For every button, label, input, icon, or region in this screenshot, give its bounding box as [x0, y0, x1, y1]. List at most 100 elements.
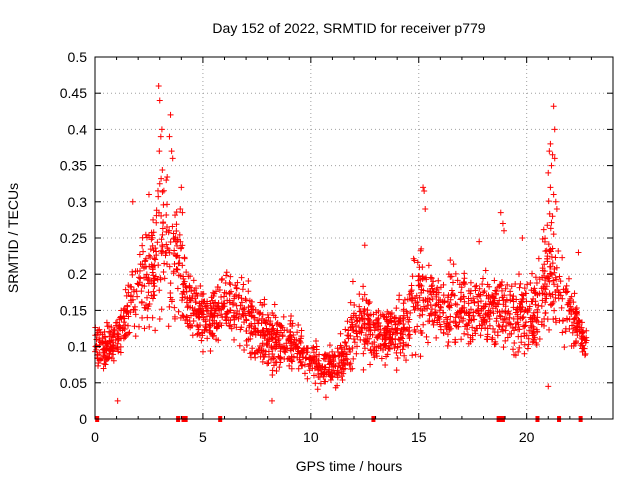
- spike-point: [501, 227, 508, 234]
- data-point: [248, 329, 255, 336]
- data-point: [553, 264, 560, 271]
- data-point: [276, 321, 283, 328]
- data-point: [583, 327, 590, 334]
- data-point: [543, 247, 550, 254]
- data-point: [167, 294, 174, 301]
- data-point: [534, 309, 541, 316]
- data-point: [200, 314, 207, 321]
- data-point: [130, 306, 137, 313]
- data-point: [565, 301, 572, 308]
- data-point: [167, 280, 174, 287]
- data-point: [139, 282, 146, 289]
- data-point: [458, 289, 465, 296]
- data-point: [122, 286, 129, 293]
- data-point: [152, 327, 159, 334]
- data-point: [414, 323, 421, 330]
- data-point: [139, 261, 146, 268]
- data-point: [425, 302, 432, 309]
- data-point: [487, 298, 494, 305]
- chart-title: Day 152 of 2022, SRMTID for receiver p77…: [212, 20, 485, 36]
- data-point: [228, 325, 235, 332]
- data-point: [536, 276, 543, 283]
- spike-point: [168, 148, 175, 155]
- data-point: [268, 343, 275, 350]
- data-point: [394, 329, 401, 336]
- data-point: [173, 265, 180, 272]
- data-point: [582, 350, 589, 357]
- data-point: [436, 313, 443, 320]
- data-point: [206, 316, 213, 323]
- data-point: [540, 226, 547, 233]
- data-point: [289, 323, 296, 330]
- data-point: [428, 275, 435, 282]
- data-point: [464, 331, 471, 338]
- data-point: [392, 336, 399, 343]
- data-point: [313, 346, 320, 353]
- data-point: [546, 326, 553, 333]
- data-point: [432, 308, 439, 315]
- data-point: [308, 357, 315, 364]
- data-point: [489, 294, 496, 301]
- data-point: [349, 365, 356, 372]
- data-point: [388, 310, 395, 317]
- data-point: [111, 332, 118, 339]
- data-point: [281, 348, 288, 355]
- y-tick-label: 0: [79, 411, 87, 427]
- data-point: [181, 255, 188, 262]
- data-point: [423, 333, 430, 340]
- data-point: [255, 317, 262, 324]
- data-point: [207, 329, 214, 336]
- data-point: [147, 254, 154, 261]
- data-point: [112, 319, 119, 326]
- data-point: [245, 278, 252, 285]
- data-point: [550, 231, 557, 238]
- data-point: [268, 356, 275, 363]
- data-point: [510, 304, 517, 311]
- data-point: [208, 294, 215, 301]
- data-point: [263, 341, 270, 348]
- data-point: [495, 301, 502, 308]
- data-point: [528, 322, 535, 329]
- data-point: [150, 272, 157, 279]
- data-point: [491, 277, 498, 284]
- data-point: [529, 318, 536, 325]
- data-point: [493, 315, 500, 322]
- data-point: [542, 277, 549, 284]
- data-point: [450, 318, 457, 325]
- data-point: [259, 302, 266, 309]
- data-point: [327, 376, 334, 383]
- data-point: [506, 314, 513, 321]
- data-point: [433, 334, 440, 341]
- data-point: [100, 346, 107, 353]
- data-point: [141, 274, 148, 281]
- data-point: [477, 312, 484, 319]
- data-point: [164, 224, 171, 231]
- data-point: [144, 294, 151, 301]
- data-point: [381, 336, 388, 343]
- data-point: [264, 360, 271, 367]
- data-point: [188, 288, 195, 295]
- data-point: [541, 268, 548, 275]
- data-point: [246, 297, 253, 304]
- data-point: [396, 315, 403, 322]
- data-point: [424, 339, 431, 346]
- data-point: [245, 336, 252, 343]
- spike-point: [546, 148, 553, 155]
- data-point: [482, 267, 489, 274]
- data-point: [198, 307, 205, 314]
- data-point: [449, 291, 456, 298]
- data-point: [536, 335, 543, 342]
- data-point: [208, 311, 215, 318]
- data-point: [467, 290, 474, 297]
- data-point: [415, 272, 422, 279]
- data-point: [458, 336, 465, 343]
- data-point: [321, 369, 328, 376]
- data-point: [389, 325, 396, 332]
- data-point: [221, 289, 228, 296]
- data-point: [580, 345, 587, 352]
- data-point: [282, 349, 289, 356]
- data-point: [132, 268, 139, 275]
- data-point: [399, 335, 406, 342]
- data-point: [409, 273, 416, 280]
- data-point: [511, 351, 518, 358]
